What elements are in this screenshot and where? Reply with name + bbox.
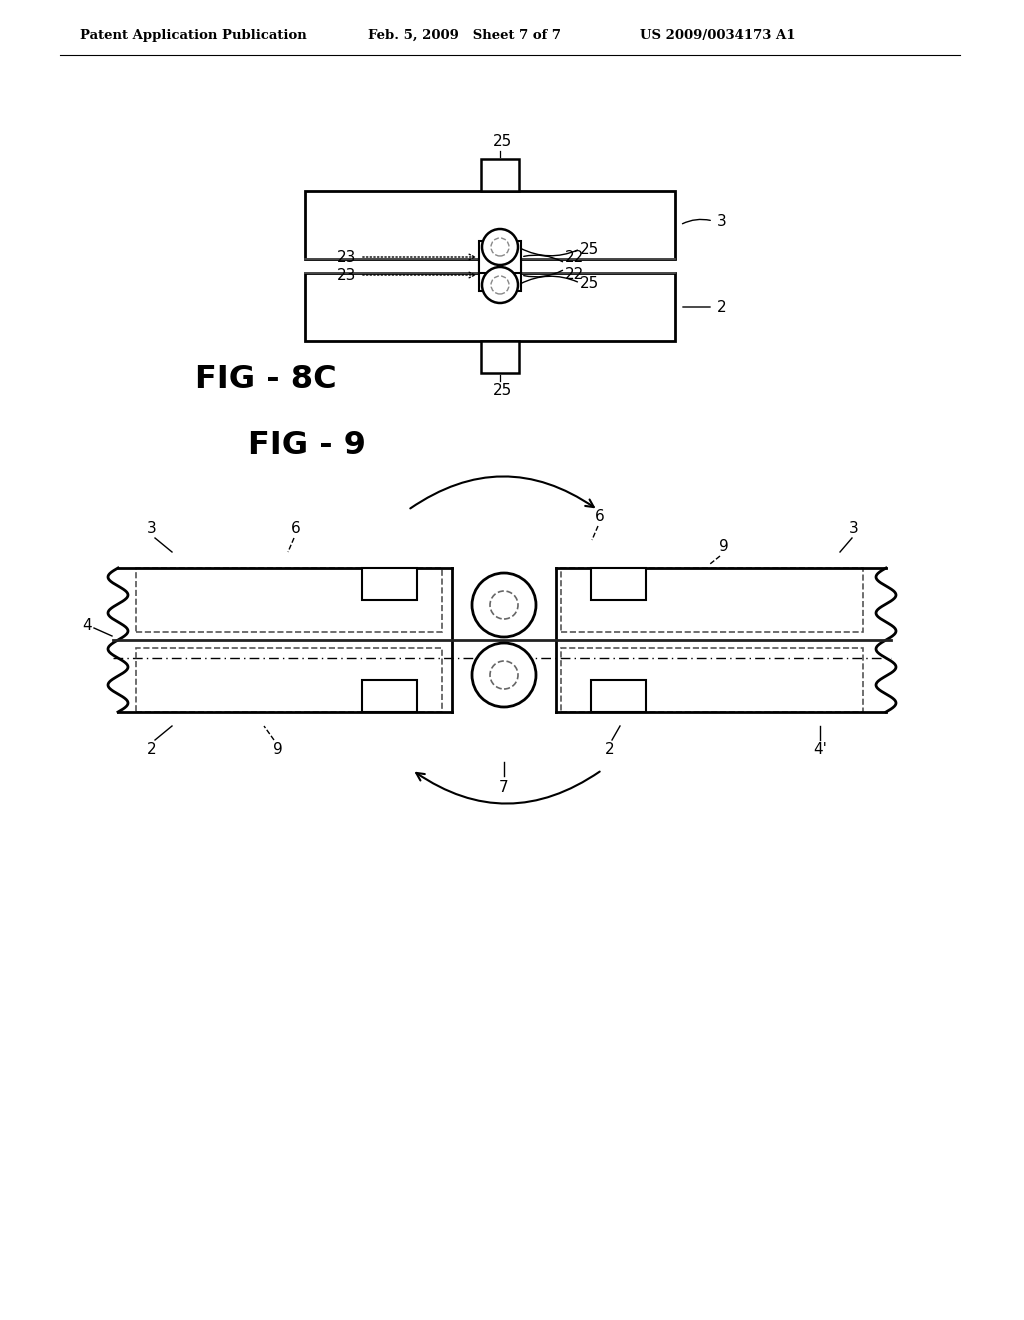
Text: FIG - 9: FIG - 9 xyxy=(248,429,366,461)
Circle shape xyxy=(482,267,518,304)
Bar xyxy=(481,158,519,191)
Circle shape xyxy=(472,643,536,708)
Text: 25: 25 xyxy=(494,135,513,149)
Text: 25: 25 xyxy=(494,383,513,399)
Bar xyxy=(136,568,442,632)
Text: Feb. 5, 2009   Sheet 7 of 7: Feb. 5, 2009 Sheet 7 of 7 xyxy=(368,29,561,41)
Bar xyxy=(305,191,675,259)
Bar xyxy=(362,680,417,711)
Text: 25: 25 xyxy=(580,242,599,256)
Bar xyxy=(479,259,521,290)
Circle shape xyxy=(490,661,518,689)
Text: 25: 25 xyxy=(580,276,599,290)
Bar xyxy=(136,648,442,711)
Text: 6: 6 xyxy=(595,510,605,524)
Bar xyxy=(591,680,646,711)
Text: 3: 3 xyxy=(717,214,727,228)
Circle shape xyxy=(490,276,509,294)
Text: 7: 7 xyxy=(499,780,509,795)
Bar xyxy=(481,341,519,374)
Text: 9: 9 xyxy=(273,742,283,756)
Text: 2: 2 xyxy=(717,300,727,314)
Text: 9: 9 xyxy=(719,539,729,554)
Circle shape xyxy=(482,228,518,265)
Text: Patent Application Publication: Patent Application Publication xyxy=(80,29,307,41)
Bar xyxy=(561,648,863,711)
Circle shape xyxy=(472,573,536,638)
Bar xyxy=(479,242,521,273)
Text: 3: 3 xyxy=(147,521,157,536)
Bar xyxy=(591,568,646,601)
Bar xyxy=(561,568,863,632)
Text: 22: 22 xyxy=(565,267,585,282)
Text: 2: 2 xyxy=(147,742,157,756)
Bar xyxy=(362,568,417,601)
Text: 6: 6 xyxy=(291,521,301,536)
Text: FIG - 8C: FIG - 8C xyxy=(195,364,337,396)
Text: 23: 23 xyxy=(337,268,356,282)
Circle shape xyxy=(490,591,518,619)
Text: 2: 2 xyxy=(605,742,614,756)
Text: 3: 3 xyxy=(849,521,859,536)
Circle shape xyxy=(490,238,509,256)
Text: 4': 4' xyxy=(813,742,827,756)
Bar xyxy=(305,273,675,341)
Text: US 2009/0034173 A1: US 2009/0034173 A1 xyxy=(640,29,796,41)
Text: 22: 22 xyxy=(565,249,585,265)
Text: 4: 4 xyxy=(82,619,92,634)
Text: 23: 23 xyxy=(337,249,356,264)
